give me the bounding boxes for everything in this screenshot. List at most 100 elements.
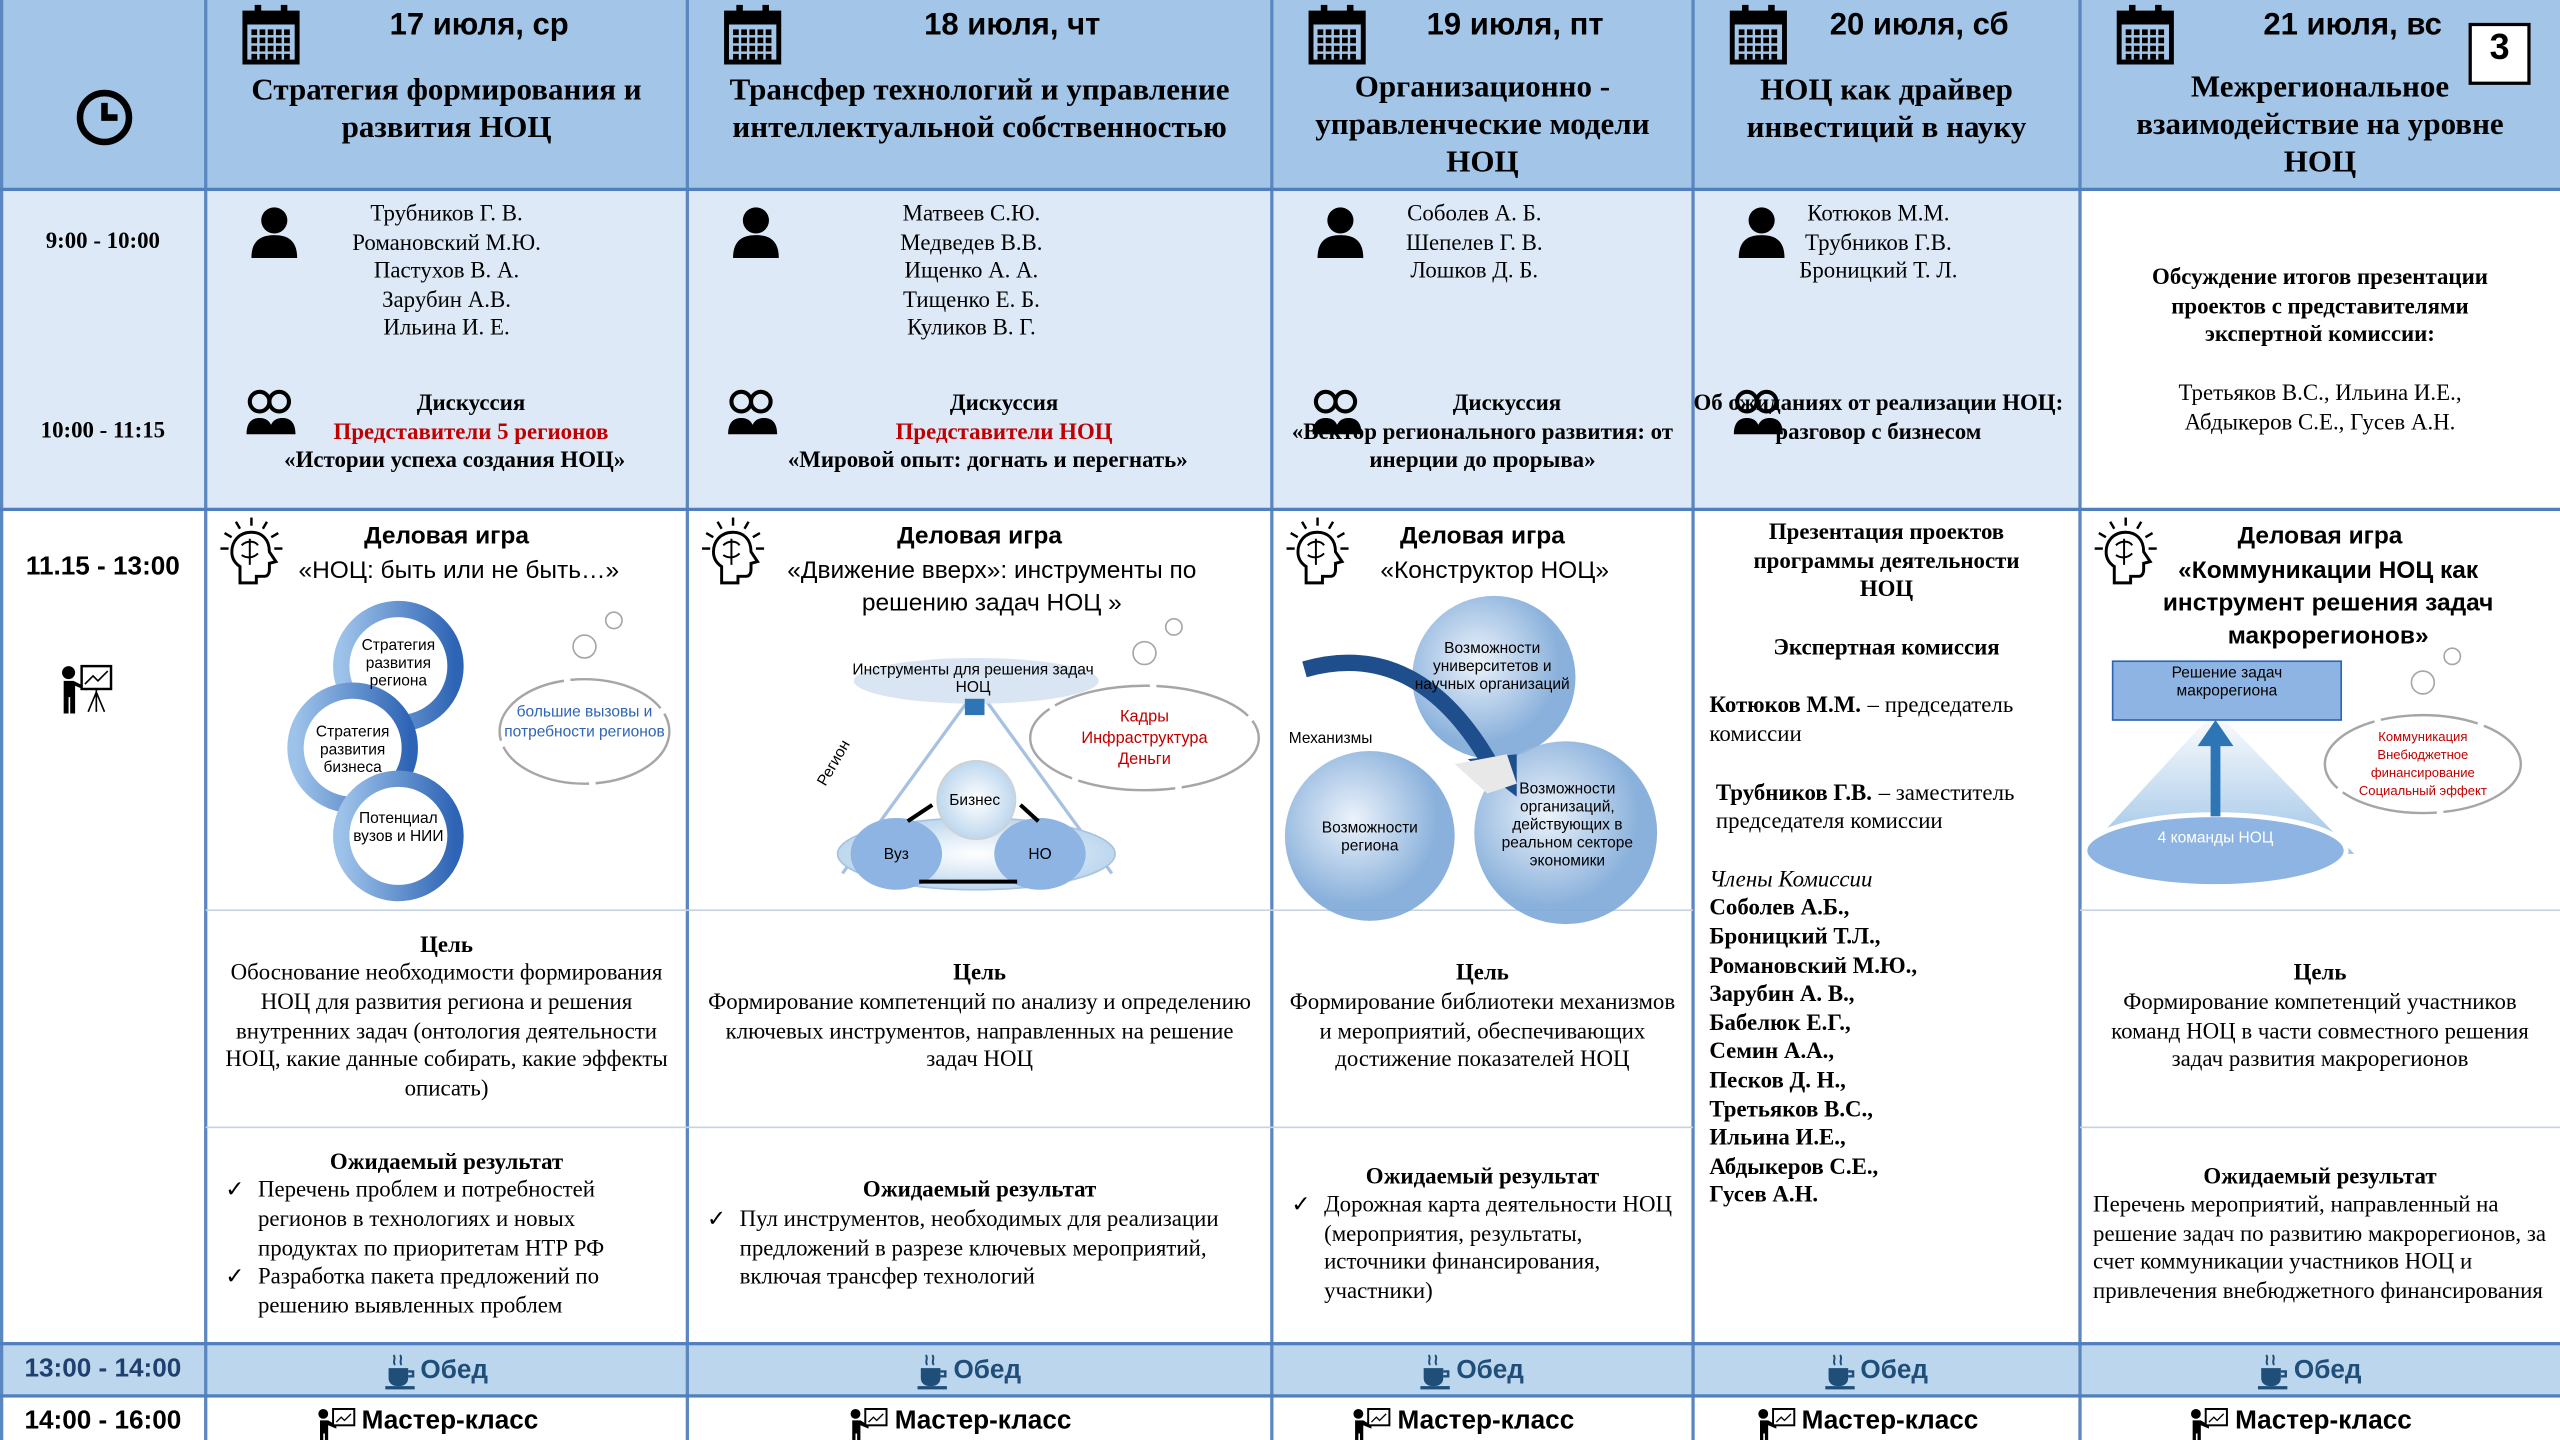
speaker-name: Трубников Г.В. xyxy=(1805,231,1952,256)
diagram-label: Механизмы xyxy=(1288,729,1373,748)
member-name: Трубников Г.В. xyxy=(1715,781,1873,806)
day-date: 21 июля, вс xyxy=(2263,8,2442,43)
discussion-icon xyxy=(246,389,296,435)
diagram-label: Потенциал вузов и НИИ xyxy=(353,809,444,846)
discussion-icon xyxy=(1733,389,1783,435)
diagram-label: 4 команды НОЦ xyxy=(2157,829,2274,848)
game-title: «НОЦ: быть или не быть…» xyxy=(298,556,620,585)
goal-label: Цель xyxy=(2293,962,2347,987)
members-label: Члены Комиссии xyxy=(1709,868,1873,893)
discussion-guests: Представители НОЦ xyxy=(895,420,1113,446)
day-date: 18 июля, чт xyxy=(924,8,1101,43)
cloud xyxy=(498,611,671,785)
goal-label: Цель xyxy=(953,962,1007,987)
cup-icon xyxy=(1824,1354,1854,1390)
lunch-label: Обед xyxy=(1860,1356,1928,1385)
speakers: Матвеев С.Ю. Медведев В.В. Ищенко А. А. Тищ… xyxy=(769,201,1174,345)
speaker-icon xyxy=(1738,207,1785,258)
speaker-name: Котюков М.М. xyxy=(1807,202,1950,227)
goal-text: Формирование компетенций по анализу и оп… xyxy=(708,990,1251,1073)
diagram-label: Бизнес xyxy=(949,791,1001,810)
cup-icon xyxy=(917,1354,947,1390)
brain-icon xyxy=(220,517,283,585)
diagram-label: Возможности региона xyxy=(1321,819,1418,856)
member-name: Гусев А.Н. xyxy=(1709,1184,1819,1209)
easel-icon xyxy=(1353,1407,1391,1440)
day-title: Трансфер технологий и управление интелле… xyxy=(729,73,1230,146)
lunch-label: Обед xyxy=(2293,1356,2362,1385)
day-title: НОЦ как драйвер инвестиций в науку xyxy=(1746,73,2027,146)
result-label: Ожидаемый результат xyxy=(329,1150,564,1176)
left-border xyxy=(0,0,3,1440)
discussion: Дискуссия Представители 5 регионов «Истори… xyxy=(279,390,663,476)
day-title: Межрегиональное взаимодействие на уровне… xyxy=(2136,70,2504,180)
calendar-icon xyxy=(2116,4,2174,65)
row-line xyxy=(205,909,1694,912)
cloud-text: большие вызовы и потребности регионов xyxy=(504,703,665,742)
easel-icon xyxy=(850,1407,888,1440)
day-date: 20 июля, сб xyxy=(1829,8,2009,43)
result-text: Разработка пакета предложений по решению… xyxy=(257,1265,600,1319)
presentation-title: Презентация проектов программы деятельно… xyxy=(1753,520,2020,603)
time-label: 10:00 - 11:15 xyxy=(40,419,166,445)
easel-icon xyxy=(1757,1407,1795,1440)
page-number-box xyxy=(2468,22,2531,85)
member-name: Семин А.А., xyxy=(1709,1040,1835,1065)
diagram-label: Стратегия развития бизнеса xyxy=(315,723,390,778)
game-label: Деловая игра xyxy=(1400,522,1565,551)
presenter-icon xyxy=(62,664,113,714)
calendar-icon xyxy=(1729,4,1787,65)
column-line xyxy=(1691,0,1694,1440)
goal: Цель Формирование компетенций участников … xyxy=(2093,909,2547,1126)
lunch-bg xyxy=(0,1343,2560,1396)
cloud-text: Коммуникация Внебюджетное финансирование… xyxy=(2358,729,2487,799)
time-label: 14:00 - 16:00 xyxy=(24,1407,182,1436)
result: Ожидаемый результат ✓ Перечень проблем и п… xyxy=(219,1127,675,1344)
cloud xyxy=(2323,647,2523,815)
speaker-icon xyxy=(733,207,779,258)
master-label: Мастер-класс xyxy=(1397,1407,1575,1436)
goal-label: Цель xyxy=(1456,962,1509,987)
check-mark: ✓ xyxy=(706,1206,727,1233)
calendar-icon xyxy=(242,4,300,65)
discussion: Дискуссия «Вектор регионального развития:… xyxy=(1292,390,1673,476)
discussion-icon xyxy=(1312,389,1362,435)
page-number: 3 xyxy=(2489,26,2510,67)
row-line xyxy=(0,507,2560,512)
discussion-guests: Представители 5 регионов xyxy=(333,420,609,446)
game-label: Деловая игра xyxy=(897,522,1063,551)
brain-icon xyxy=(2094,517,2157,585)
diagram-label: Стратегия развития региона xyxy=(361,636,436,691)
morning-bg xyxy=(0,189,2080,510)
day-date: 17 июля, ср xyxy=(389,8,569,43)
speaker-name: Матвеев С.Ю. xyxy=(902,202,1041,227)
column-line xyxy=(204,0,207,1440)
discussion-topic: «Вектор регионального развития: от инерц… xyxy=(1291,420,1674,474)
result-label: Ожидаемый результат xyxy=(1365,1164,1600,1190)
cloud-text: Кадры Инфраструктура Деньги xyxy=(1081,708,1208,769)
cycle-diagram xyxy=(287,600,464,902)
member-name: Третьяков В.С., xyxy=(1709,1097,1873,1123)
morning-text: Обсуждение итогов презентации проектов с… xyxy=(2152,266,2488,349)
game-label: Деловая игра xyxy=(364,522,529,551)
discussion: Об ожиданиях от реализации НОЦ: разговор… xyxy=(1693,390,2064,447)
discussion: Дискуссия Представители НОЦ «Мировой опыт:… xyxy=(761,390,1248,476)
calendar-icon xyxy=(724,4,782,65)
cup-icon xyxy=(384,1354,414,1390)
column-line xyxy=(1270,0,1273,1440)
commission-role: Котюков М.М. – председатель комиссии xyxy=(1709,693,2063,750)
speaker-name: Соболев А. Б. xyxy=(1407,202,1542,227)
result-text: Пул инструментов, необходимых для реализ… xyxy=(739,1208,1219,1290)
header-bg xyxy=(0,0,2560,190)
goal: Цель Формирование компетенций по анализу … xyxy=(700,909,1258,1126)
diagram-label: Возможности организаций, действующих в р… xyxy=(1501,780,1634,871)
lunch-label: Обед xyxy=(953,1356,1022,1385)
check-mark: ✓ xyxy=(225,1177,245,1204)
result-item: ✓ Разработка пакета предложений по решени… xyxy=(219,1264,675,1321)
venn-diagram xyxy=(1284,595,1658,925)
day-title: Стратегия формирования и развития НОЦ xyxy=(251,73,642,146)
goal-text: Формирование компетенций участников кома… xyxy=(2111,990,2529,1073)
speaker-name: Медведев В.В. xyxy=(900,231,1043,256)
member-role: – заместитель председателя комиссии xyxy=(1715,781,2015,835)
result-text: Перечень мероприятий, направленный на ре… xyxy=(2093,1193,2547,1305)
